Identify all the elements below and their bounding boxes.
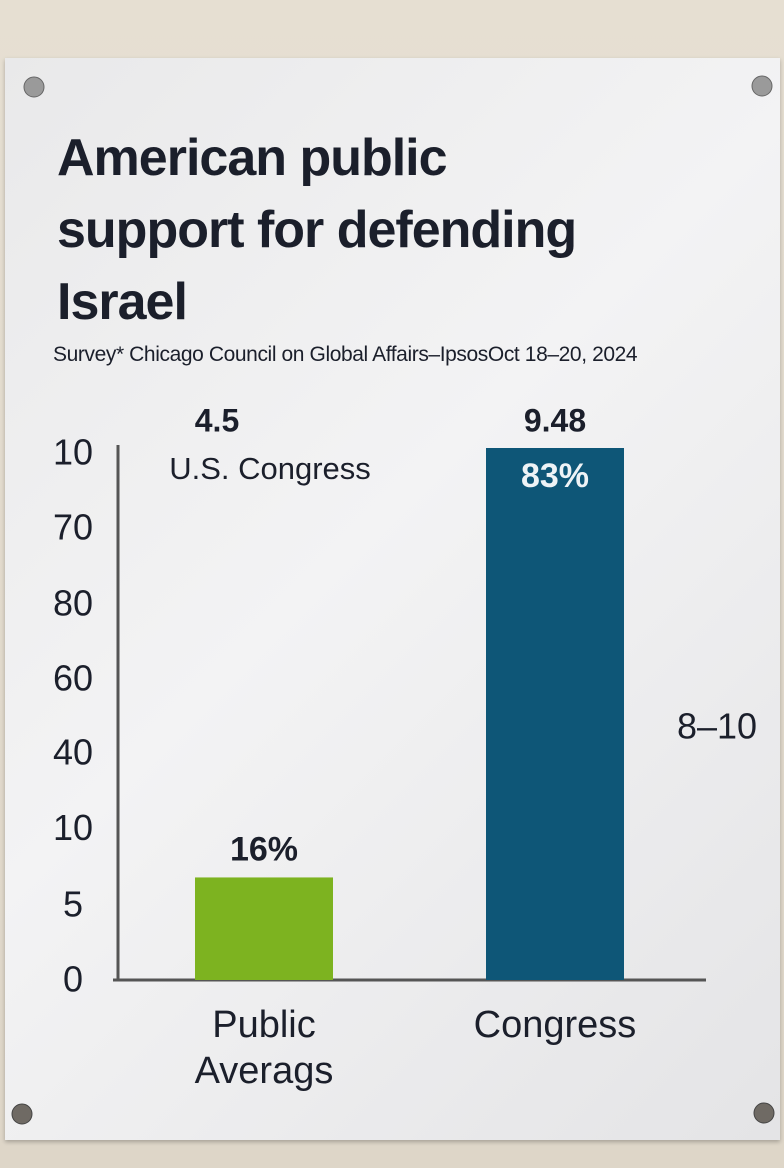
annotation: U.S. Congress	[169, 451, 371, 486]
y-tick-label: 80	[53, 582, 93, 623]
y-tick-label: 10	[53, 807, 93, 848]
screw	[23, 76, 45, 98]
y-tick-label: 40	[53, 732, 93, 773]
value-label: 83%	[521, 457, 589, 495]
bar	[195, 877, 333, 980]
annotation: 8–10	[677, 706, 757, 747]
y-tick-label: 70	[53, 507, 93, 548]
screw	[11, 1103, 33, 1125]
y-tick-label: 60	[53, 657, 93, 698]
bar	[486, 448, 624, 980]
screw	[751, 75, 773, 97]
chart-subtitle: Survey* Chicago Council on Global Affair…	[53, 343, 638, 366]
y-tick-label: 0	[63, 959, 83, 1000]
x-tick-label: Congress	[473, 1004, 637, 1046]
y-tick-label: 10	[53, 432, 93, 473]
y-tick-label: 5	[63, 884, 83, 925]
annotation: 4.5	[195, 402, 239, 438]
value-label: 16%	[230, 830, 298, 868]
chart-title: American public support for defending Is…	[57, 129, 577, 331]
screw	[753, 1102, 775, 1124]
poster	[5, 58, 780, 1140]
annotation: 9.48	[524, 402, 586, 438]
x-tick-label: Public Averags	[194, 1004, 334, 1092]
